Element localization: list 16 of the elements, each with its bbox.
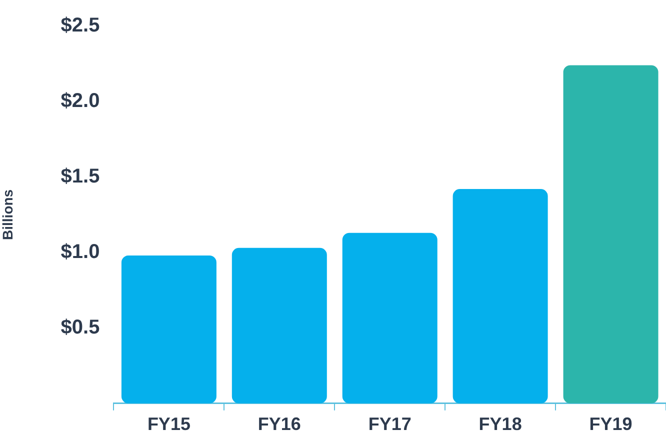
bar — [121, 255, 216, 404]
y-tick-label: $2.0 — [60, 90, 100, 112]
x-tick-label: FY16 — [258, 414, 301, 434]
bar — [342, 232, 438, 404]
y-axis-title: Billions — [0, 189, 16, 240]
bar — [563, 65, 658, 404]
y-tick-label: $1.5 — [60, 165, 100, 188]
x-tick-label: FY15 — [147, 414, 190, 434]
x-tick-label: FY19 — [589, 414, 632, 434]
y-tick-label: $2.5 — [60, 14, 100, 37]
x-tick-label: FY17 — [368, 414, 412, 434]
y-tick-label: $0.5 — [60, 316, 100, 338]
y-tick-label: $1.0 — [60, 240, 100, 263]
bar — [452, 189, 548, 404]
bar — [232, 248, 327, 404]
x-tick-label: FY18 — [478, 414, 522, 434]
